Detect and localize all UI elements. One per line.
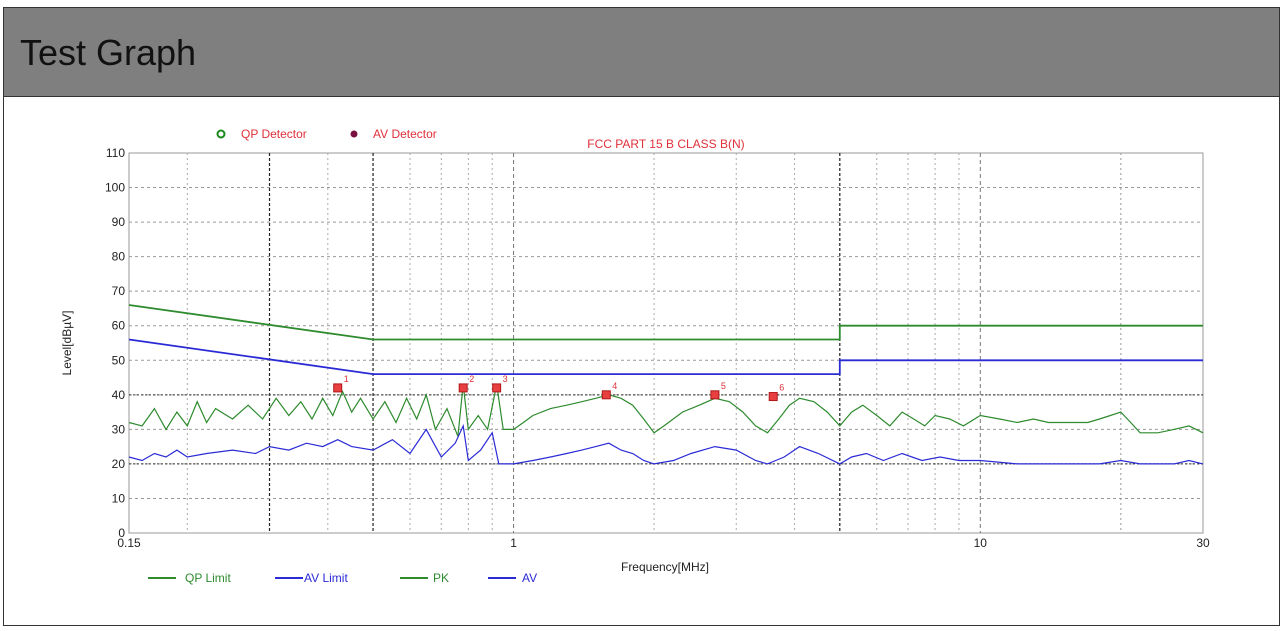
y-tick-label: 20 [112,457,126,471]
av-detector-label: AV Detector [373,127,437,141]
x-axis-label: Frequency[MHz] [621,560,709,574]
peak-marker-label: 6 [779,383,784,393]
qp-limit-line [128,304,1203,341]
av-series-line [128,423,1204,465]
y-tick-label: 30 [112,422,126,436]
peak-marker-label: 1 [344,374,349,384]
legend-label: PK [433,571,449,585]
chart-title: FCC PART 15 B CLASS B(N) [587,137,744,151]
peak-marker [601,390,611,400]
peak-marker-label: 2 [469,374,474,384]
y-tick-label: 80 [112,250,126,264]
legend-label: AV [522,571,537,585]
plot-area [128,152,1204,534]
y-axis-label: Level[dBµV] [60,311,74,376]
y-tick-label: 110 [106,146,125,160]
peak-marker-label: 3 [503,374,508,384]
av-limit-line [128,338,1203,375]
y-tick-label: 90 [112,215,126,229]
peak-marker [492,383,502,393]
y-tick-label: 70 [112,284,126,298]
x-tick-label: 30 [1196,536,1210,550]
av-detector-marker-icon [350,130,358,138]
panel-header: Test Graph [4,8,1279,97]
x-tick-label: 0.15 [117,536,141,550]
y-tick-label: 0 [118,526,125,540]
y-tick-label: 60 [112,319,126,333]
x-tick-label: 1 [510,536,517,550]
legend-label: QP Limit [185,571,231,585]
peak-marker-label: 5 [721,381,726,391]
qp-detector-label: QP Detector [241,127,307,141]
y-tick-label: 10 [112,491,126,505]
peak-marker [458,383,468,393]
panel-title: Test Graph [20,32,197,73]
peak-marker [768,392,778,402]
y-tick-label: 100 [105,181,125,195]
y-tick-label: 40 [112,388,126,402]
peak-marker [710,390,720,400]
peak-marker-label: 4 [612,381,617,391]
y-tick-label: 50 [112,353,126,367]
legend-label: AV Limit [304,571,348,585]
pk-series-line [128,384,1204,437]
peak-marker [333,383,343,393]
x-tick-label: 10 [974,536,988,550]
qp-detector-marker-icon [216,129,226,139]
